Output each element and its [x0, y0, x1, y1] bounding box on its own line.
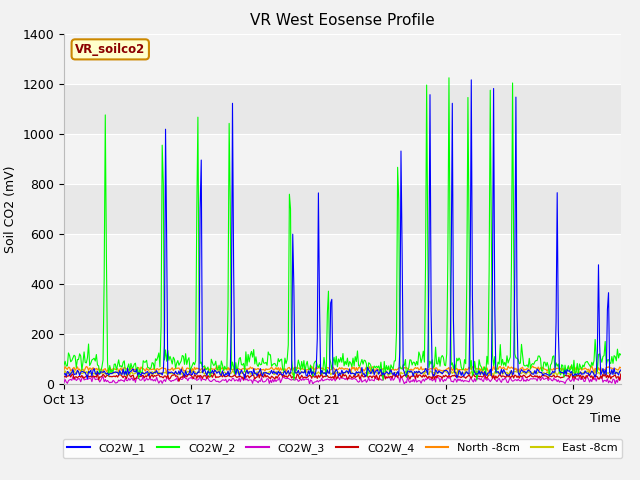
Text: VR_soilco2: VR_soilco2	[75, 43, 145, 56]
Y-axis label: Soil CO2 (mV): Soil CO2 (mV)	[4, 165, 17, 252]
Bar	[64, 234, 621, 284]
Bar	[64, 34, 621, 84]
Legend: CO2W_1, CO2W_2, CO2W_3, CO2W_4, North -8cm, East -8cm: CO2W_1, CO2W_2, CO2W_3, CO2W_4, North -8…	[63, 439, 622, 458]
Title: VR West Eosense Profile: VR West Eosense Profile	[250, 13, 435, 28]
Bar	[64, 134, 621, 184]
Bar	[64, 334, 621, 384]
X-axis label: Time: Time	[590, 412, 621, 425]
